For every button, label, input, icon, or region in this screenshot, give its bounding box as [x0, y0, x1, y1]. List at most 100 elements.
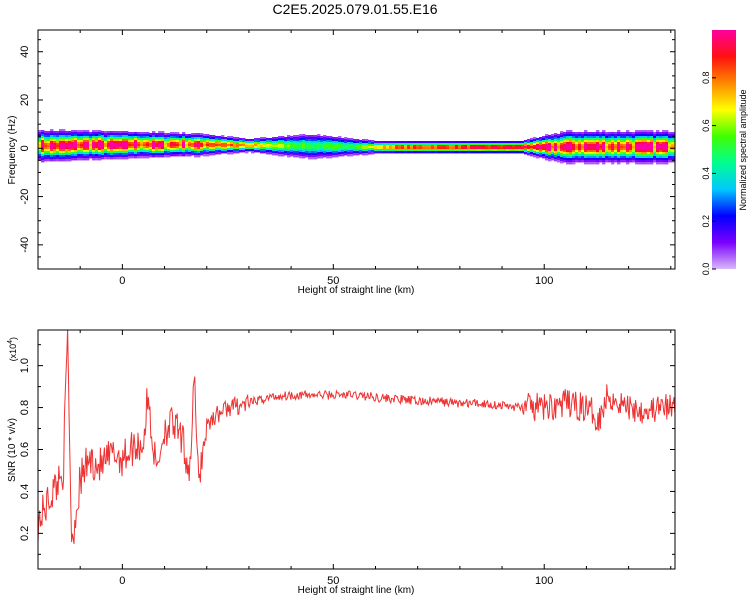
heatmap-cell [107, 147, 111, 150]
heatmap-cell [623, 158, 627, 161]
heatmap-cell [539, 137, 543, 140]
heatmap-cell [314, 137, 318, 140]
heatmap-cell [101, 133, 105, 136]
heatmap-cell [602, 156, 606, 159]
heatmap-cell [644, 160, 648, 163]
heatmap-cell [212, 151, 216, 154]
heatmap-cell [569, 158, 573, 161]
heatmap-cell [248, 141, 252, 144]
heatmap-cell [188, 138, 192, 141]
heatmap-cell [200, 137, 204, 140]
heatmap-cell [623, 160, 627, 163]
heatmap-cell [191, 137, 195, 140]
heatmap-cell [101, 153, 105, 156]
heatmap-cell [362, 139, 366, 142]
heatmap-cell [221, 139, 225, 142]
heatmap-cell [116, 145, 120, 148]
heatmap-cell [209, 151, 213, 154]
heatmap-cell [197, 143, 201, 146]
heatmap-cell [647, 146, 651, 149]
heatmap-cell [281, 148, 285, 151]
heatmap-cell [587, 134, 591, 137]
heatmap-cell [146, 152, 150, 155]
heatmap-cell [410, 141, 414, 144]
heatmap-cell [614, 146, 618, 149]
heatmap-cell [563, 158, 567, 161]
heatmap-cell [107, 133, 111, 136]
heatmap-cell [434, 141, 438, 144]
heatmap-cell [293, 145, 297, 148]
heatmap-cell [38, 142, 42, 145]
heatmap-cell [644, 136, 648, 139]
heatmap-cell [209, 145, 213, 148]
heatmap-cell [635, 150, 639, 153]
heatmap-cell [596, 160, 600, 163]
heatmap-cell [653, 134, 657, 137]
heatmap-cell [119, 137, 123, 140]
y-tick-label: -20 [19, 189, 31, 205]
heatmap-cell [656, 130, 660, 133]
heatmap-cell [653, 136, 657, 139]
heatmap-cell [587, 138, 591, 141]
heatmap-cell [308, 151, 312, 154]
heatmap-cell [53, 149, 57, 152]
heatmap-cell [650, 140, 654, 143]
heatmap-cell [560, 153, 564, 156]
heatmap-cell [626, 144, 630, 147]
heatmap-cell [644, 134, 648, 137]
heatmap-cell [653, 142, 657, 145]
heatmap-cell [41, 134, 45, 137]
heatmap-cell [317, 150, 321, 153]
heatmap-cell [497, 141, 501, 144]
heatmap-cell [122, 137, 126, 140]
heatmap-cell [119, 143, 123, 146]
heatmap-cell [50, 157, 54, 160]
heatmap-cell [59, 151, 63, 154]
heatmap-cell [569, 136, 573, 139]
heatmap-cell [635, 162, 639, 165]
heatmap-cell [599, 132, 603, 135]
heatmap-cell [197, 135, 201, 138]
heatmap-cell [332, 139, 336, 142]
heatmap-cell [557, 138, 561, 141]
heatmap-cell [233, 151, 237, 154]
heatmap-cell [326, 150, 330, 153]
heatmap-cell [47, 147, 51, 150]
heatmap-cell [359, 152, 363, 155]
heatmap-cell [512, 145, 516, 148]
heatmap-cell [158, 153, 162, 156]
heatmap-cell [458, 143, 462, 146]
heatmap-cell [623, 138, 627, 141]
heatmap-cell [113, 147, 117, 150]
heatmap-cell [263, 147, 267, 150]
heatmap-cell [92, 144, 96, 147]
heatmap-cell [221, 137, 225, 140]
heatmap-cell [356, 147, 360, 150]
heatmap-cell [344, 141, 348, 144]
heatmap-cell [659, 162, 663, 165]
heatmap-cell [86, 142, 90, 145]
heatmap-cell [305, 139, 309, 142]
heatmap-cell [566, 136, 570, 139]
heatmap-cell [635, 132, 639, 135]
heatmap-cell [521, 151, 525, 154]
heatmap-cell [455, 143, 459, 146]
heatmap-cell [620, 132, 624, 135]
heatmap-cell [341, 144, 345, 147]
heatmap-cell [629, 158, 633, 161]
heatmap-cell [593, 142, 597, 145]
heatmap-cell [335, 139, 339, 142]
heatmap-cell [104, 157, 108, 160]
heatmap-cell [440, 141, 444, 144]
heatmap-cell [347, 150, 351, 153]
heatmap-cell [170, 146, 174, 149]
heatmap-cell [671, 140, 675, 143]
heatmap-cell [143, 150, 147, 153]
heatmap-cell [533, 151, 537, 154]
heatmap-cell [602, 162, 606, 165]
heatmap-cell [656, 144, 660, 147]
heatmap-cell [665, 146, 669, 149]
heatmap-cell [53, 147, 57, 150]
heatmap-cell [146, 144, 150, 147]
heatmap-cell [659, 150, 663, 153]
